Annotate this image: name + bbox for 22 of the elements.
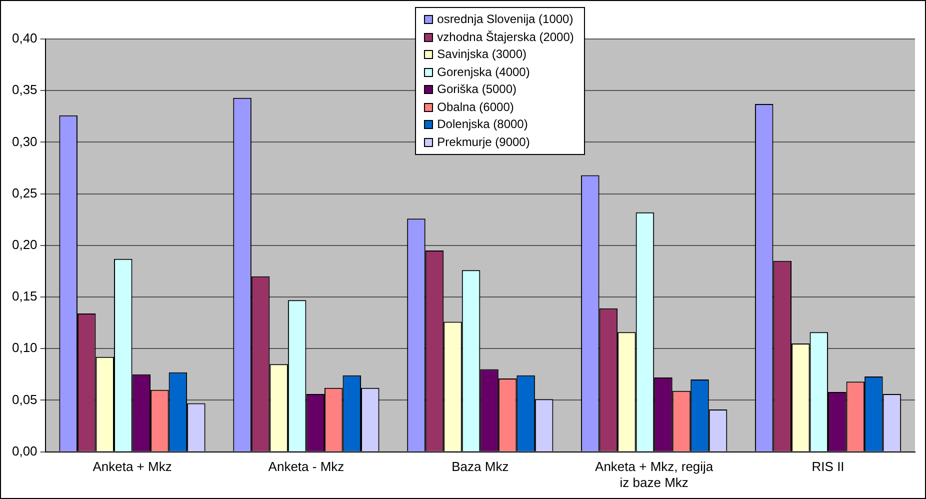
y-tick-label: 0,20 [12, 236, 38, 252]
legend-label: Savinjska (3000) [437, 46, 527, 63]
legend-label: vzhodna Štajerska (2000) [437, 28, 574, 46]
y-tick-label: 0,25 [12, 185, 38, 200]
y-tick-label: 0,10 [12, 340, 38, 356]
legend-label: Prekmurje (9000) [437, 134, 530, 150]
y-tick-label: 0,40 [12, 30, 38, 46]
legend-label: Gorenjska (4000) [437, 64, 530, 80]
x-tick-label: RIS II [812, 459, 844, 474]
legend-label: osrednja Slovenija (1000) [437, 11, 574, 28]
legend-label: Dolenjska (8000) [437, 116, 528, 133]
y-tick-label: 0,35 [12, 82, 38, 98]
y-tick-label: 0,05 [12, 392, 38, 407]
y-tick-label: 0,00 [12, 443, 38, 458]
x-tick-label: Anketa + Mkz [92, 459, 172, 474]
legend-label: Obalna (6000) [437, 98, 514, 116]
x-tick-label: Baza Mkz [452, 459, 509, 474]
x-tick-label: Anketa - Mkz [268, 459, 344, 474]
y-tick-label: 0,15 [12, 288, 38, 304]
legend-label: Goriška (5000) [437, 81, 517, 98]
y-tick-label: 0,30 [12, 134, 38, 149]
x-tick-label: Anketa + Mkz, regija iz baze Mkz [595, 459, 714, 490]
